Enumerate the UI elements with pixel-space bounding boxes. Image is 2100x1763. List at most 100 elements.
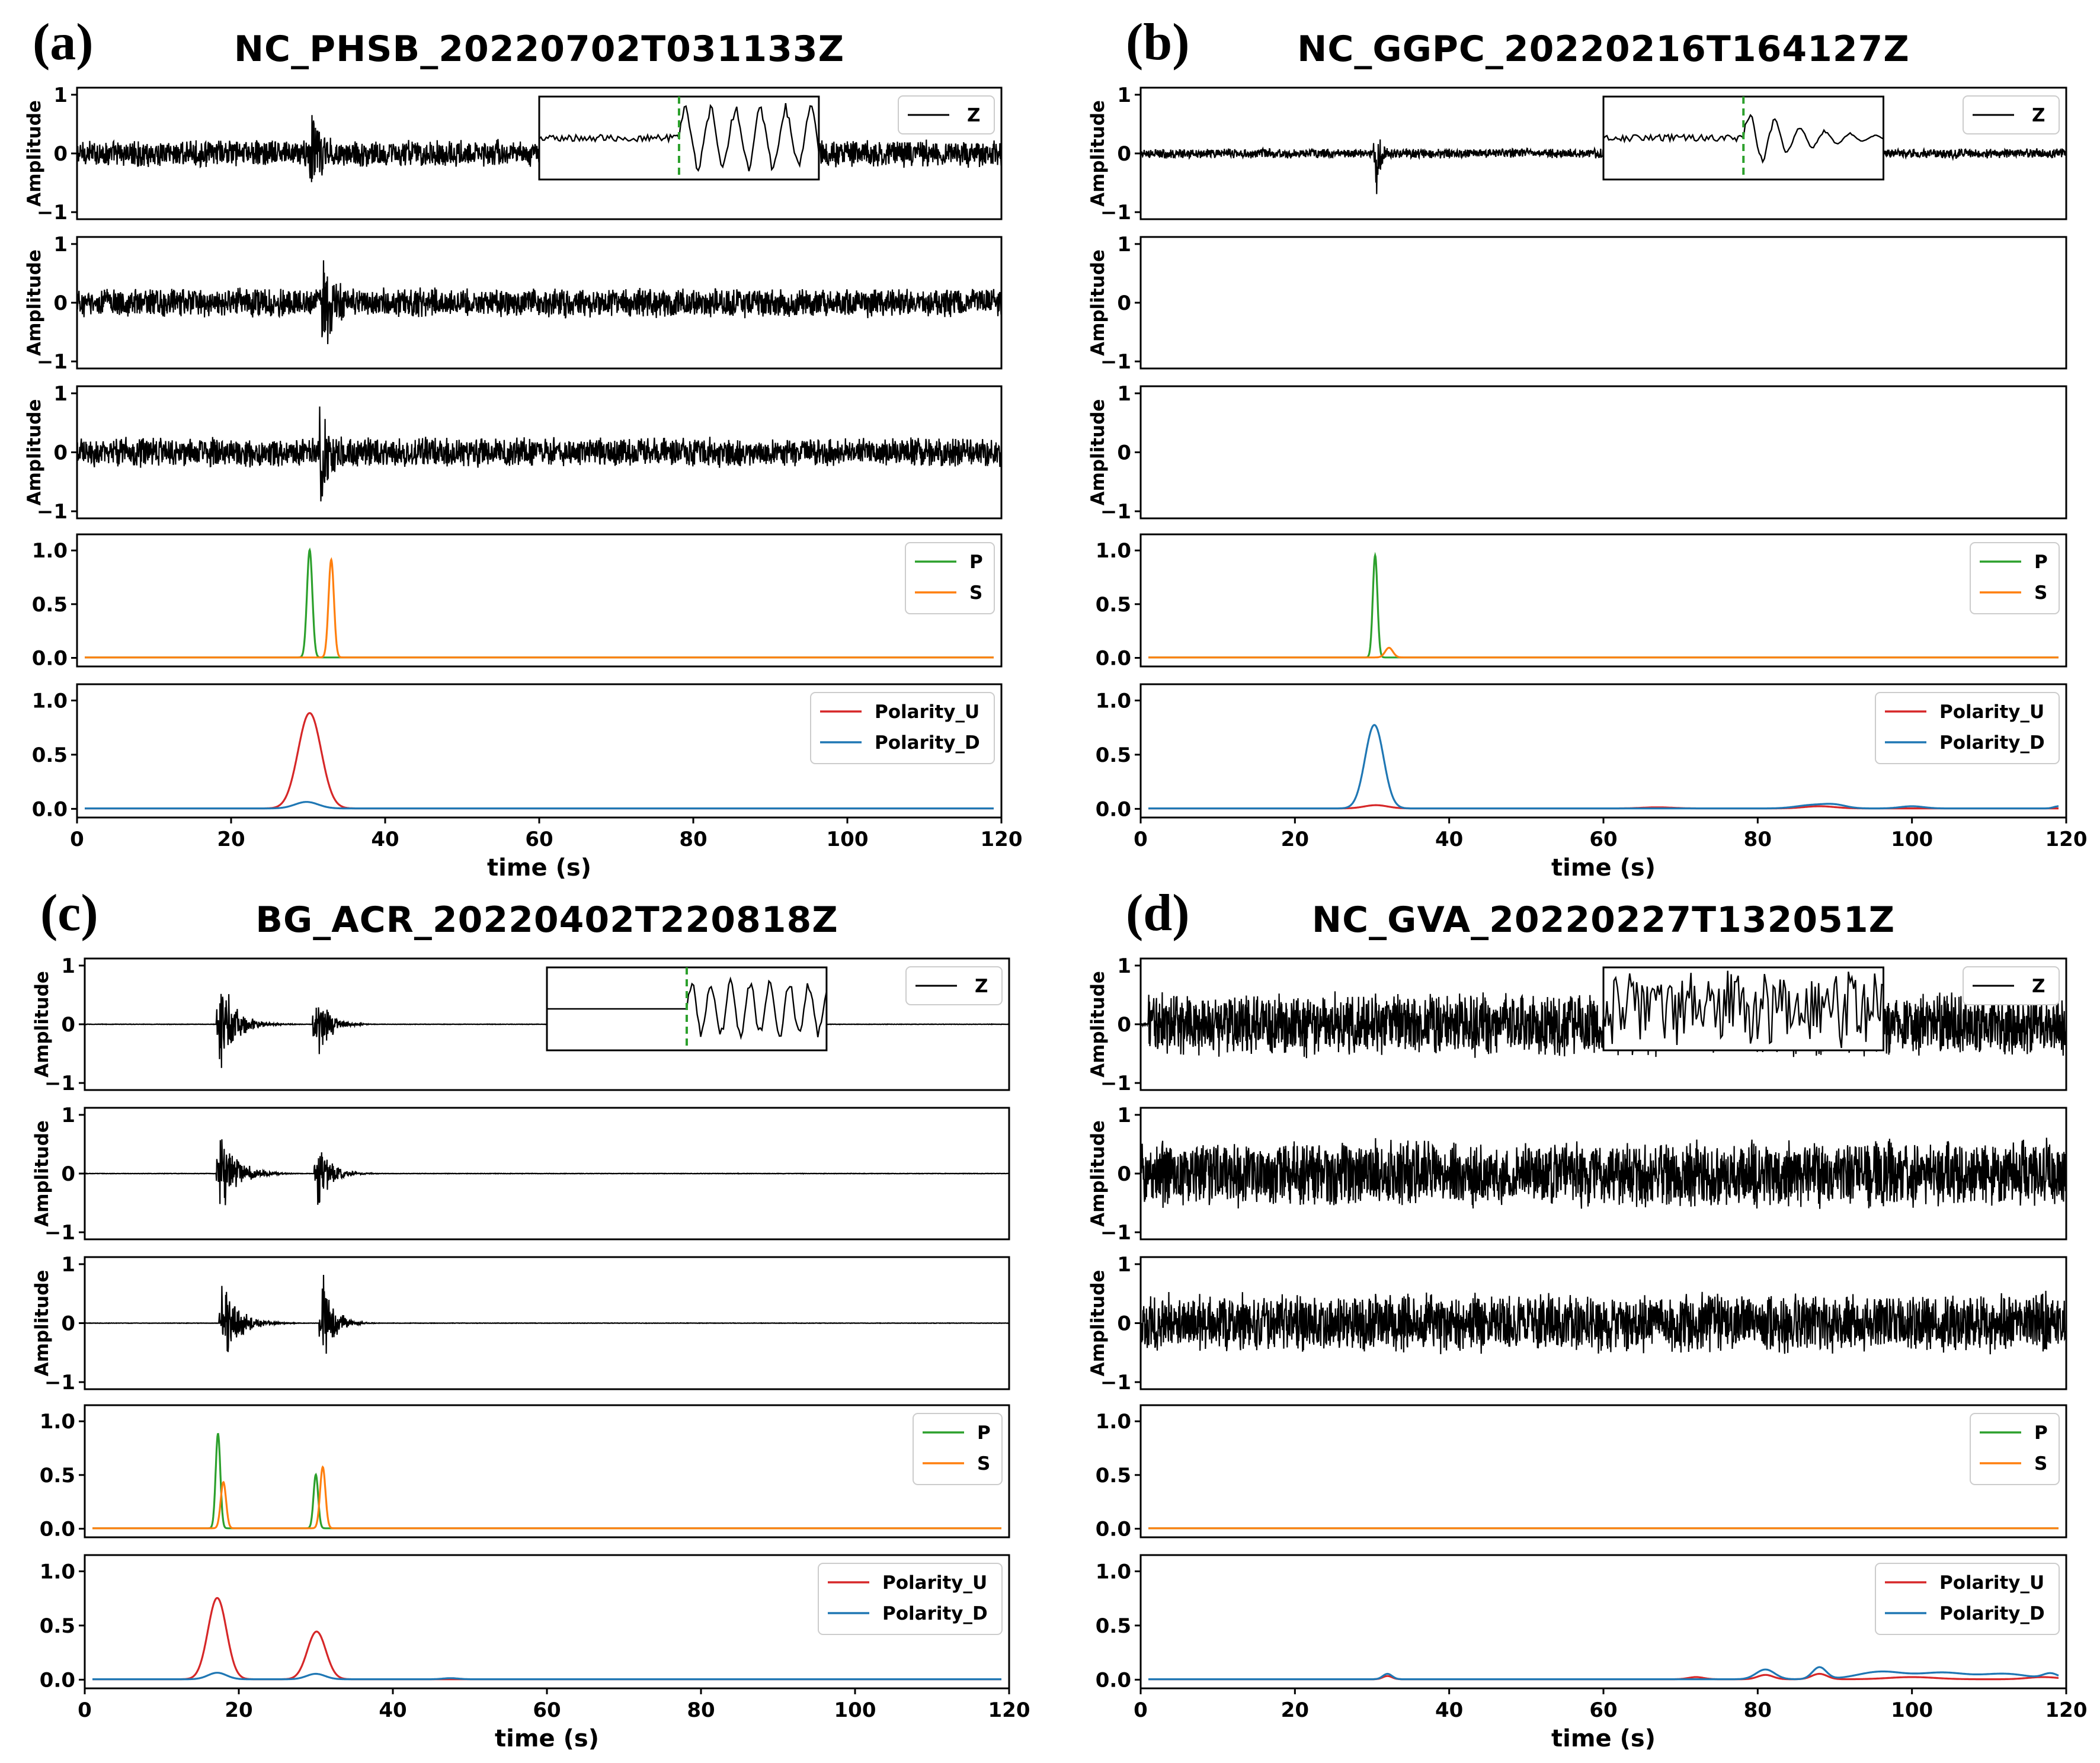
- y-tick-label: 1: [61, 1104, 75, 1127]
- y-tick-label: 0: [1117, 1312, 1131, 1336]
- x-axis-label: time (s): [495, 1725, 599, 1752]
- y-tick-label: 1: [61, 1253, 75, 1277]
- x-tick-label: 60: [525, 828, 553, 851]
- y-tick-label: −1: [1100, 1072, 1131, 1095]
- waveform-trace: [84, 1274, 1010, 1354]
- legend-label: Polarity_U: [875, 701, 979, 723]
- legend-label: Z: [2032, 105, 2045, 126]
- y-tick-label: −1: [1100, 350, 1131, 374]
- y-tick-label: 0.5: [40, 1614, 75, 1638]
- y-tick-label: 0.5: [1096, 743, 1131, 767]
- y-tick-label: 0: [1117, 1162, 1131, 1186]
- y-axis-label: Amplitude: [1087, 971, 1109, 1078]
- x-tick-label: 80: [1744, 828, 1772, 851]
- series-polarity-d: [1148, 724, 2059, 810]
- y-tick-label: 1: [1117, 382, 1131, 406]
- legend-label: S: [977, 1453, 990, 1474]
- x-axis-label: time (s): [487, 854, 591, 882]
- y-axis-label: Amplitude: [31, 971, 53, 1078]
- y-axis-label: Amplitude: [31, 1270, 53, 1377]
- waveform-trace: [84, 1139, 1010, 1206]
- x-tick-label: 100: [834, 1698, 876, 1722]
- series-s: [85, 557, 994, 659]
- panel-title: BG_ACR_20220402T220818Z: [255, 899, 838, 941]
- waveform-axes: [1139, 385, 2067, 520]
- y-tick-label: 1.0: [1096, 539, 1131, 563]
- y-tick-label: 0.0: [1096, 1517, 1131, 1541]
- legend-box: [818, 1563, 1003, 1635]
- x-tick-label: 40: [371, 828, 399, 851]
- y-axis-label: Amplitude: [24, 249, 45, 356]
- y-tick-label: 0: [1117, 291, 1131, 315]
- y-tick-label: 0: [53, 441, 68, 465]
- y-tick-label: 1.0: [40, 1410, 75, 1434]
- x-tick-label: 60: [1589, 1698, 1617, 1722]
- y-tick-label: 0.0: [40, 1668, 75, 1692]
- series-polarity-d: [85, 801, 994, 810]
- x-tick-label: 0: [78, 1698, 92, 1722]
- x-tick-label: 120: [2045, 1698, 2088, 1722]
- y-tick-label: −1: [1100, 1371, 1131, 1395]
- x-tick-label: 60: [1589, 828, 1617, 851]
- y-tick-label: 1.0: [1096, 1560, 1131, 1584]
- series-polarity-d: [1148, 1666, 2059, 1681]
- legend-box: [810, 692, 995, 764]
- y-tick-label: 0: [1117, 441, 1131, 465]
- waveform-axes: [1139, 236, 2067, 370]
- panel-tag: (b): [1126, 14, 1190, 71]
- series-p: [1148, 552, 2059, 659]
- x-tick-label: 20: [225, 1698, 252, 1722]
- y-axis-label: Amplitude: [1087, 249, 1109, 356]
- x-tick-label: 60: [533, 1698, 561, 1722]
- panel-a: (a) NC_PHSB_20220702T031133Z10−1Amplitude…: [24, 14, 1022, 882]
- y-tick-label: 1.0: [40, 1560, 75, 1584]
- y-tick-label: 0: [53, 142, 68, 166]
- y-tick-label: 1.0: [1096, 689, 1131, 713]
- x-tick-label: 120: [981, 828, 1023, 851]
- y-tick-label: 0: [1117, 142, 1131, 166]
- x-tick-label: 0: [1134, 1698, 1148, 1722]
- x-tick-label: 20: [217, 828, 245, 851]
- y-tick-label: −1: [44, 1371, 75, 1395]
- y-axis-label: Amplitude: [1087, 1270, 1109, 1377]
- y-tick-label: 0.5: [1096, 1614, 1131, 1638]
- y-axis-label: Amplitude: [1087, 399, 1109, 506]
- phase-axes: [1139, 533, 2067, 668]
- y-axis-label: Amplitude: [24, 100, 45, 207]
- y-tick-label: −1: [1100, 201, 1131, 225]
- panel-tag: (d): [1126, 884, 1190, 942]
- legend-box: [1970, 1413, 2060, 1485]
- phase-axes: [84, 1404, 1010, 1538]
- y-tick-label: 1: [53, 382, 68, 406]
- x-tick-label: 20: [1281, 1698, 1309, 1722]
- y-tick-label: 0: [1117, 1013, 1131, 1037]
- legend-label: Polarity_U: [882, 1572, 987, 1594]
- y-tick-label: 1: [1117, 84, 1131, 107]
- x-tick-label: 100: [827, 828, 869, 851]
- y-tick-label: 0.0: [40, 1517, 75, 1541]
- y-axis-label: Amplitude: [24, 399, 45, 506]
- phase-axes: [76, 533, 1003, 668]
- panel-title: NC_PHSB_20220702T031133Z: [234, 28, 844, 70]
- legend-label: P: [2034, 1422, 2048, 1444]
- panel-title: NC_GVA_20220227T132051Z: [1312, 899, 1895, 941]
- x-tick-label: 80: [687, 1698, 715, 1722]
- legend-label: P: [2034, 552, 2048, 573]
- legend-label: Polarity_D: [1939, 1603, 2045, 1624]
- y-tick-label: 1: [1117, 954, 1131, 978]
- y-tick-label: 1: [1117, 233, 1131, 257]
- panel-tag: (c): [40, 884, 98, 942]
- y-tick-label: 1.0: [32, 689, 68, 713]
- y-tick-label: 0.0: [32, 797, 68, 821]
- legend-label: Polarity_D: [882, 1603, 988, 1624]
- waveform-trace: [76, 260, 1003, 344]
- legend-box: [1875, 692, 2060, 764]
- y-tick-label: 1: [53, 233, 68, 257]
- y-tick-label: 1.0: [1096, 1410, 1131, 1434]
- y-tick-label: −1: [1100, 500, 1131, 524]
- waveform-trace: [76, 406, 1003, 502]
- y-axis-label: Amplitude: [31, 1120, 53, 1227]
- legend-label: S: [2034, 582, 2047, 604]
- panel-b: (b) NC_GGPC_20220216T164127Z10−1Amplitude…: [1087, 14, 2087, 882]
